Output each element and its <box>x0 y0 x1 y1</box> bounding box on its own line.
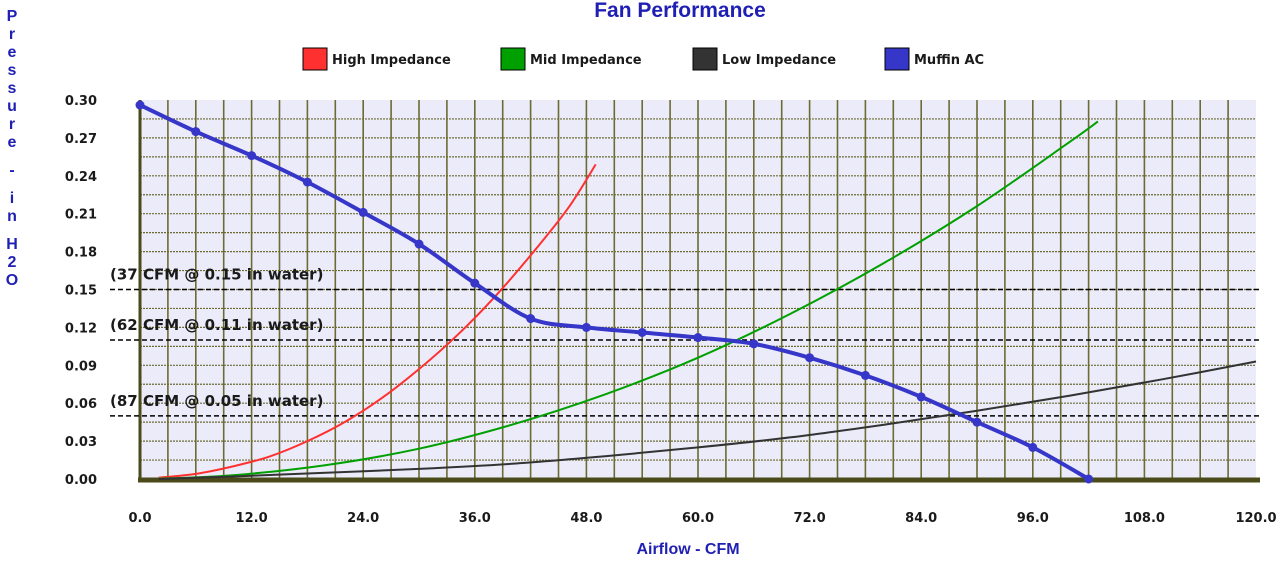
x-tick-label: 60.0 <box>682 511 714 526</box>
y-tick-label: 0.24 <box>65 170 97 185</box>
x-tick-label: 24.0 <box>347 511 379 526</box>
data-point-muffin-ac <box>414 239 424 249</box>
legend-label-high-impedance: High Impedance <box>332 53 451 68</box>
data-point-muffin-ac <box>526 314 536 324</box>
data-point-muffin-ac <box>135 100 145 110</box>
y-tick-label: 0.27 <box>65 132 97 147</box>
y-axis-title-char: P <box>7 8 18 25</box>
x-tick-label: 12.0 <box>236 511 268 526</box>
y-tick-label: 0.09 <box>65 359 97 374</box>
x-axis-ticks: 0.0 12.0 24.0 36.0 48.0 60.0 72.0 84.0 96.0 108.0… <box>128 511 1276 526</box>
reference-label: (37 CFM @ 0.15 in water) <box>110 266 323 284</box>
legend-swatch-low-impedance <box>692 47 718 71</box>
x-tick-label: 0.0 <box>128 511 151 526</box>
chart-title: Fan Performance <box>594 0 766 22</box>
y-axis-title-char: 2 <box>8 254 17 271</box>
series-line-high-impedance <box>158 163 597 479</box>
y-tick-label: 0.12 <box>65 321 97 336</box>
legend-label-low-impedance: Low Impedance <box>722 53 836 68</box>
y-axis-ticks: 0.00 0.03 0.06 0.09 0.12 0.15 0.18 0.21 0.24 0.27… <box>65 94 97 488</box>
legend-label-mid-impedance: Mid Impedance <box>530 53 642 68</box>
data-point-muffin-ac <box>693 333 703 343</box>
y-axis-title-char: r <box>9 116 15 133</box>
y-tick-label: 0.18 <box>65 246 97 261</box>
y-tick-label: 0.03 <box>65 435 97 450</box>
x-tick-label: 120.0 <box>1235 511 1276 526</box>
reference-label: (62 CFM @ 0.11 in water) <box>110 316 323 334</box>
plot-area: (37 CFM @ 0.15 in water) (62 CFM @ 0.11 i… <box>110 100 1260 484</box>
y-tick-label: 0.21 <box>65 208 97 223</box>
y-tick-label: 0.00 <box>65 473 97 488</box>
x-axis-title: Airflow - CFM <box>636 541 739 558</box>
data-point-muffin-ac <box>637 327 647 337</box>
reference-label: (87 CFM @ 0.05 in water) <box>110 392 323 410</box>
y-axis-title-char: e <box>8 134 17 151</box>
data-point-muffin-ac <box>191 127 201 137</box>
data-point-muffin-ac <box>247 151 257 161</box>
y-axis-title-char: i <box>10 190 14 207</box>
legend: High Impedance Mid Impedance Low Impedance… <box>302 47 984 71</box>
y-tick-label: 0.30 <box>65 94 97 109</box>
x-tick-label: 108.0 <box>1124 511 1165 526</box>
y-axis-title-char: r <box>9 26 15 43</box>
legend-label-muffin-ac: Muffin AC <box>914 53 984 68</box>
data-point-muffin-ac <box>1084 474 1094 484</box>
x-tick-label: 84.0 <box>905 511 937 526</box>
legend-swatch-mid-impedance <box>500 47 526 71</box>
y-tick-label: 0.15 <box>65 284 97 299</box>
x-tick-label: 96.0 <box>1017 511 1049 526</box>
series-line-low-impedance <box>158 360 1257 480</box>
data-point-muffin-ac <box>860 370 870 380</box>
data-point-muffin-ac <box>972 417 982 427</box>
x-tick-label: 48.0 <box>570 511 602 526</box>
y-axis-title-char: n <box>7 208 17 225</box>
y-axis-title-char: u <box>7 98 17 115</box>
y-axis-title-char: O <box>6 272 18 289</box>
data-point-muffin-ac <box>805 353 815 363</box>
y-axis-title-char: s <box>8 62 17 79</box>
data-point-muffin-ac <box>749 339 759 349</box>
y-axis-title-char: s <box>8 80 17 97</box>
data-point-muffin-ac <box>581 322 591 332</box>
x-tick-label: 72.0 <box>794 511 826 526</box>
x-tick-label: 36.0 <box>459 511 491 526</box>
legend-swatch-high-impedance <box>302 47 328 71</box>
y-axis-title-char: - <box>9 162 14 179</box>
y-axis-title-char: e <box>8 44 17 61</box>
data-point-muffin-ac <box>916 392 926 402</box>
y-axis-title-char: H <box>6 236 18 253</box>
data-point-muffin-ac <box>358 207 368 217</box>
data-point-muffin-ac <box>1028 442 1038 452</box>
legend-swatch-muffin-ac <box>884 47 910 71</box>
data-point-muffin-ac <box>470 278 480 288</box>
y-tick-label: 0.06 <box>65 397 97 412</box>
series-line-mid-impedance <box>158 120 1099 480</box>
data-point-muffin-ac <box>302 177 312 187</box>
